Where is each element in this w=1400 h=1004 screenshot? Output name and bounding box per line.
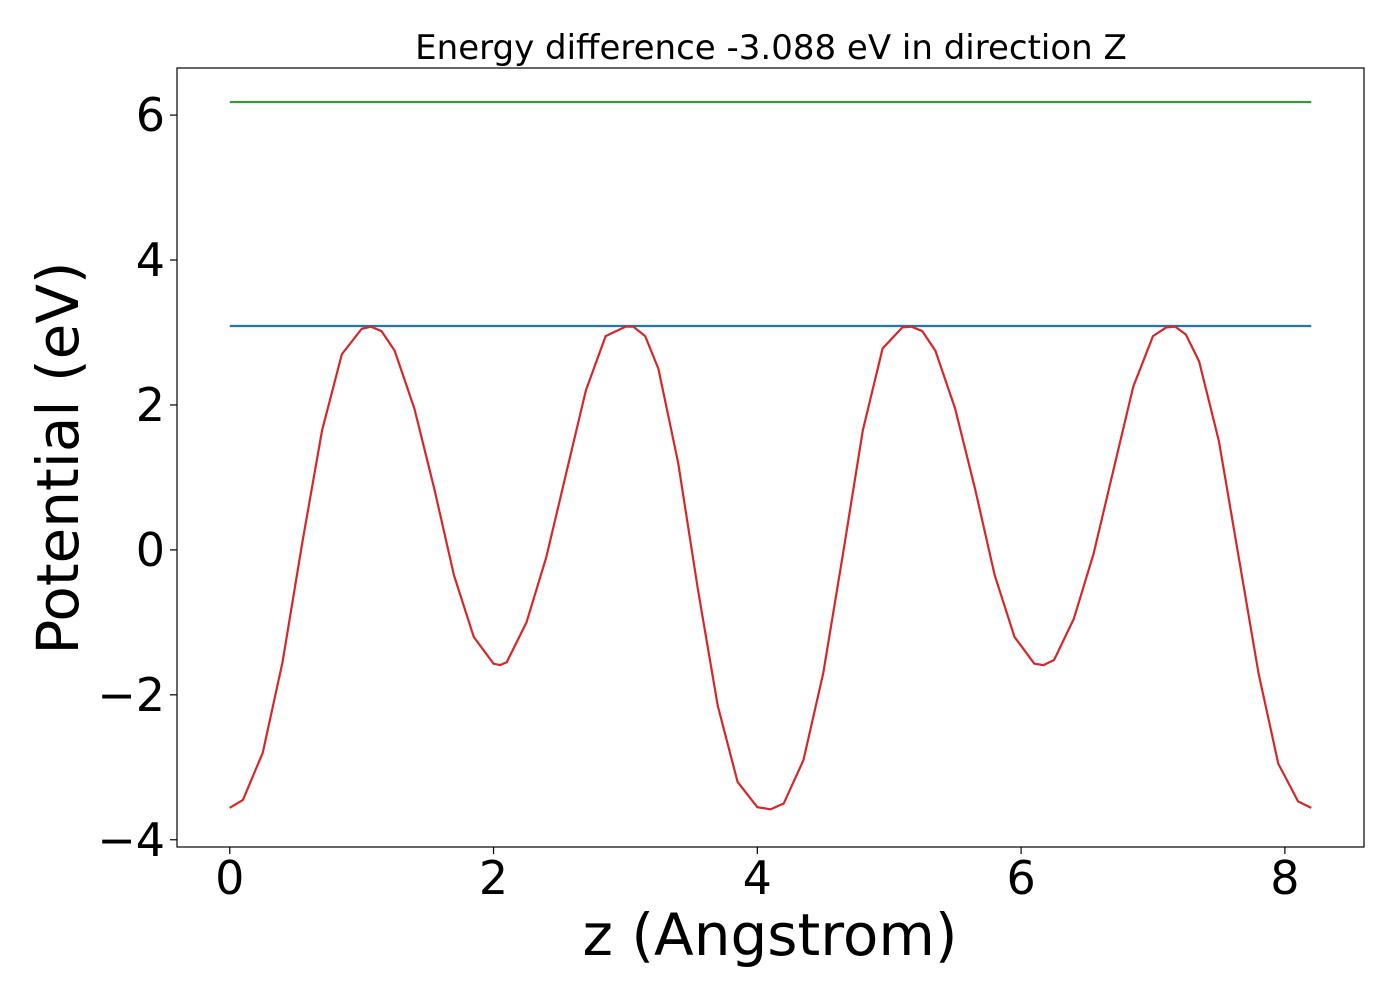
x-axis-ticks: 0 2 4 6 8 xyxy=(215,847,1300,905)
x-tick-label: 2 xyxy=(479,851,508,905)
x-tick-label: 6 xyxy=(1006,851,1035,905)
x-tick-label: 4 xyxy=(743,851,772,905)
series-line-red xyxy=(229,325,1312,811)
series-layer xyxy=(229,100,1312,811)
y-tick-label: −2 xyxy=(97,668,165,722)
y-axis-label: Potential (eV) xyxy=(24,261,92,654)
y-axis-ticks: −4 −2 0 2 4 6 xyxy=(97,88,177,867)
y-tick-label: 0 xyxy=(136,523,165,577)
y-tick-label: 6 xyxy=(136,88,165,142)
chart-title: Energy difference -3.088 eV in direction… xyxy=(415,28,1127,68)
y-tick-label: 2 xyxy=(136,378,165,432)
x-axis-label: z (Angstrom) xyxy=(583,901,958,969)
plot-frame xyxy=(176,67,1365,848)
y-tick-label: 4 xyxy=(136,233,165,287)
x-tick-label: 0 xyxy=(215,851,244,905)
x-tick-label: 8 xyxy=(1270,851,1299,905)
y-tick-label: −4 xyxy=(97,813,165,867)
